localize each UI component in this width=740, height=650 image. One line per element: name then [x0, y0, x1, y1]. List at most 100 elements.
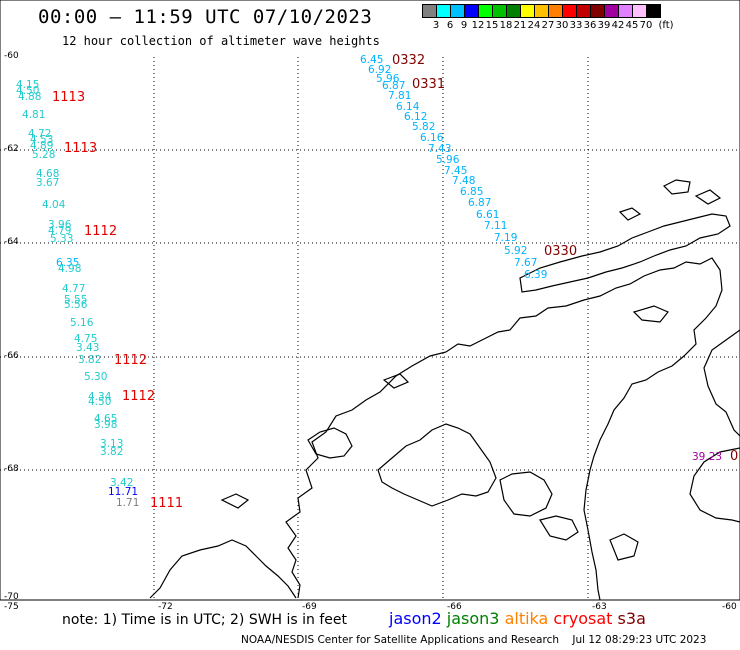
swh-value: 4.50	[88, 396, 111, 408]
ice-shelf-edge-3	[609, 533, 639, 561]
swh-value: 6.45	[360, 54, 383, 66]
swh-value: 3.82	[78, 354, 101, 366]
scale-label: 3	[432, 20, 440, 31]
swh-value: 4.75	[74, 333, 97, 345]
swh-value: 6.87	[468, 197, 491, 209]
scale-label: 9	[460, 20, 468, 31]
swh-value: 5.28	[32, 149, 55, 161]
color-scale-legend: 3 6 9 12 15 18 21 24 27 30 33 36 39 42 45 70 (ft)	[422, 4, 674, 32]
alexander-island	[377, 423, 497, 507]
time-label: 0331	[412, 77, 445, 92]
scale-label: 36	[583, 20, 597, 31]
scale-swatch	[618, 4, 633, 18]
page-title: 00:00 — 11:59 UTC 07/10/2023	[38, 6, 373, 28]
scale-swatch	[464, 4, 479, 18]
swh-value: 39.23	[692, 451, 722, 463]
scale-label: 18	[499, 20, 513, 31]
scale-label: 45	[625, 20, 639, 31]
charcot-island	[307, 427, 353, 459]
satellite-legend: jason2 jason3 altika cryosat s3a	[389, 609, 646, 628]
eastern-coast-2	[689, 447, 740, 523]
scale-label: (ft)	[658, 20, 674, 31]
swh-value: 6.16	[420, 132, 444, 144]
swh-value: 5.55	[64, 294, 87, 306]
swh-value: 4.65	[94, 413, 117, 425]
time-label: 1113	[64, 141, 97, 156]
time-label: 1111	[150, 496, 183, 511]
swh-value: 5.82	[412, 121, 435, 133]
swh-value: 4.77	[62, 283, 85, 295]
scale-swatch	[534, 4, 549, 18]
scale-label: 24	[527, 20, 541, 31]
swh-value: 6.61	[476, 209, 499, 221]
scale-swatch	[506, 4, 521, 18]
swh-value: 4.88	[18, 91, 41, 103]
latitude-label: -60	[4, 51, 19, 61]
swh-value: 6.85	[460, 186, 483, 198]
scale-swatch	[422, 4, 437, 18]
western-coast	[149, 539, 297, 599]
swh-value: 7.45	[444, 165, 467, 177]
scale-swatch	[646, 4, 661, 18]
satellite-name: cryosat	[553, 609, 618, 628]
scale-swatch	[562, 4, 577, 18]
latitude-label: -62	[4, 144, 19, 154]
swh-value: 7.48	[452, 175, 475, 187]
swh-value: 3.43	[76, 342, 99, 354]
scale-swatch	[492, 4, 507, 18]
swh-value: 3.82	[100, 446, 123, 458]
scale-label: 12	[471, 20, 485, 31]
scale-label: 39	[597, 20, 611, 31]
swh-value: 6.87	[382, 80, 405, 92]
ice-shelf-edge-2	[539, 515, 579, 541]
satellite-name: jason2	[389, 609, 447, 628]
swh-value: 6.35	[56, 257, 79, 269]
longitude-label: -66	[447, 602, 462, 612]
swh-value: 5.96	[376, 73, 400, 85]
longitude-label: -75	[4, 602, 19, 612]
scale-swatch	[450, 4, 465, 18]
swh-value: 4.53	[30, 134, 53, 146]
ice-shelf-edge	[499, 471, 553, 517]
swh-value: 6.92	[368, 64, 391, 76]
island-a	[662, 179, 691, 195]
island-c	[694, 189, 722, 205]
scale-swatch	[576, 4, 591, 18]
eastern-coast	[703, 329, 740, 437]
footer-note: note: 1) Time is in UTC; 2) SWH is in fe…	[62, 612, 348, 628]
swh-value: 4.89	[30, 140, 53, 152]
swh-value: 3.98	[94, 419, 117, 431]
latitude-label: -66	[4, 351, 19, 361]
swh-value: 4.15	[16, 79, 39, 91]
scale-label: 30	[555, 20, 569, 31]
swh-value: 7.19	[494, 232, 517, 244]
time-label: 1112	[122, 389, 155, 404]
small-island-west	[220, 493, 250, 509]
scale-label: 42	[611, 20, 625, 31]
time-label: 0332	[392, 53, 425, 68]
south-shetland-islands	[519, 213, 731, 293]
satellite-name: jason3	[446, 609, 505, 628]
coastline	[149, 179, 740, 601]
scale-label: 27	[541, 20, 555, 31]
swh-value: 7.81	[388, 90, 411, 102]
swh-value: 3.42	[110, 477, 133, 489]
scale-label: 15	[485, 20, 499, 31]
page-subtitle: 12 hour collection of altimeter wave hei…	[62, 34, 380, 48]
swh-value: 4.68	[36, 168, 59, 180]
scale-swatch	[548, 4, 563, 18]
time-label: 0330	[544, 244, 577, 259]
swh-value: 4.81	[22, 109, 45, 121]
longitude-label: -60	[722, 602, 737, 612]
scale-swatch	[478, 4, 493, 18]
island-e	[382, 373, 410, 389]
swh-value: 7.43	[428, 143, 451, 155]
color-scale-swatches	[422, 4, 661, 18]
latitude-label: -64	[4, 237, 19, 247]
satellite-name: altika	[504, 609, 554, 628]
swh-value: 6.14	[396, 101, 420, 113]
swh-value: 3.13	[100, 438, 123, 450]
scale-label: 21	[513, 20, 527, 31]
swh-value: 5.92	[504, 245, 527, 257]
